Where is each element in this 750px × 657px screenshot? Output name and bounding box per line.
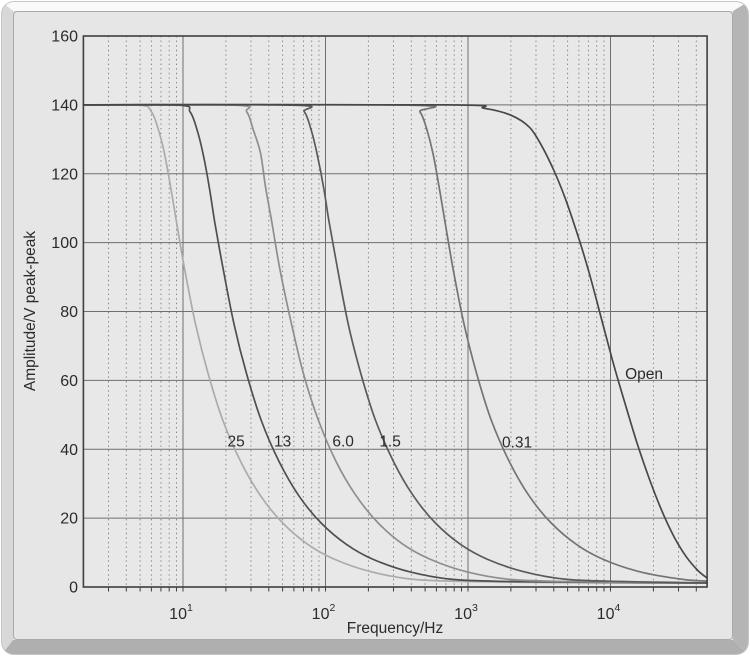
y-tick-label: 140 [51, 97, 78, 114]
curve-6.0 [82, 103, 708, 584]
curve-Open [82, 103, 708, 579]
curve-label-25: 25 [228, 433, 245, 450]
y-tick-label: 60 [60, 373, 78, 390]
y-tick-label: 160 [51, 29, 78, 46]
curve-25 [82, 103, 708, 585]
curve-label-13: 13 [274, 433, 291, 450]
y-tick-label: 120 [51, 166, 78, 183]
y-tick-label: 80 [60, 304, 78, 321]
y-tick-label: 40 [60, 442, 78, 459]
y-tick-label: 20 [60, 511, 78, 528]
x-tick-label: 101 [169, 602, 193, 623]
curve-label-0.31: 0.31 [502, 435, 532, 452]
x-axis-title: Frequency/Hz [346, 620, 444, 637]
curve-1.5 [82, 103, 708, 584]
y-axis-title: Amplitude/V peak-peak [22, 230, 39, 392]
x-tick-label: 102 [312, 602, 336, 623]
y-tick-label: 100 [51, 235, 78, 252]
x-tick-label: 103 [454, 602, 478, 623]
curve-label-1.5: 1.5 [379, 433, 401, 450]
y-tick-label: 0 [69, 580, 78, 597]
curve-label-Open: Open [625, 366, 663, 383]
plot-border [82, 35, 708, 588]
curve-13 [82, 103, 708, 585]
curve-0.31 [82, 103, 708, 582]
curve-label-6.0: 6.0 [332, 433, 354, 450]
x-tick-label: 104 [597, 602, 621, 623]
